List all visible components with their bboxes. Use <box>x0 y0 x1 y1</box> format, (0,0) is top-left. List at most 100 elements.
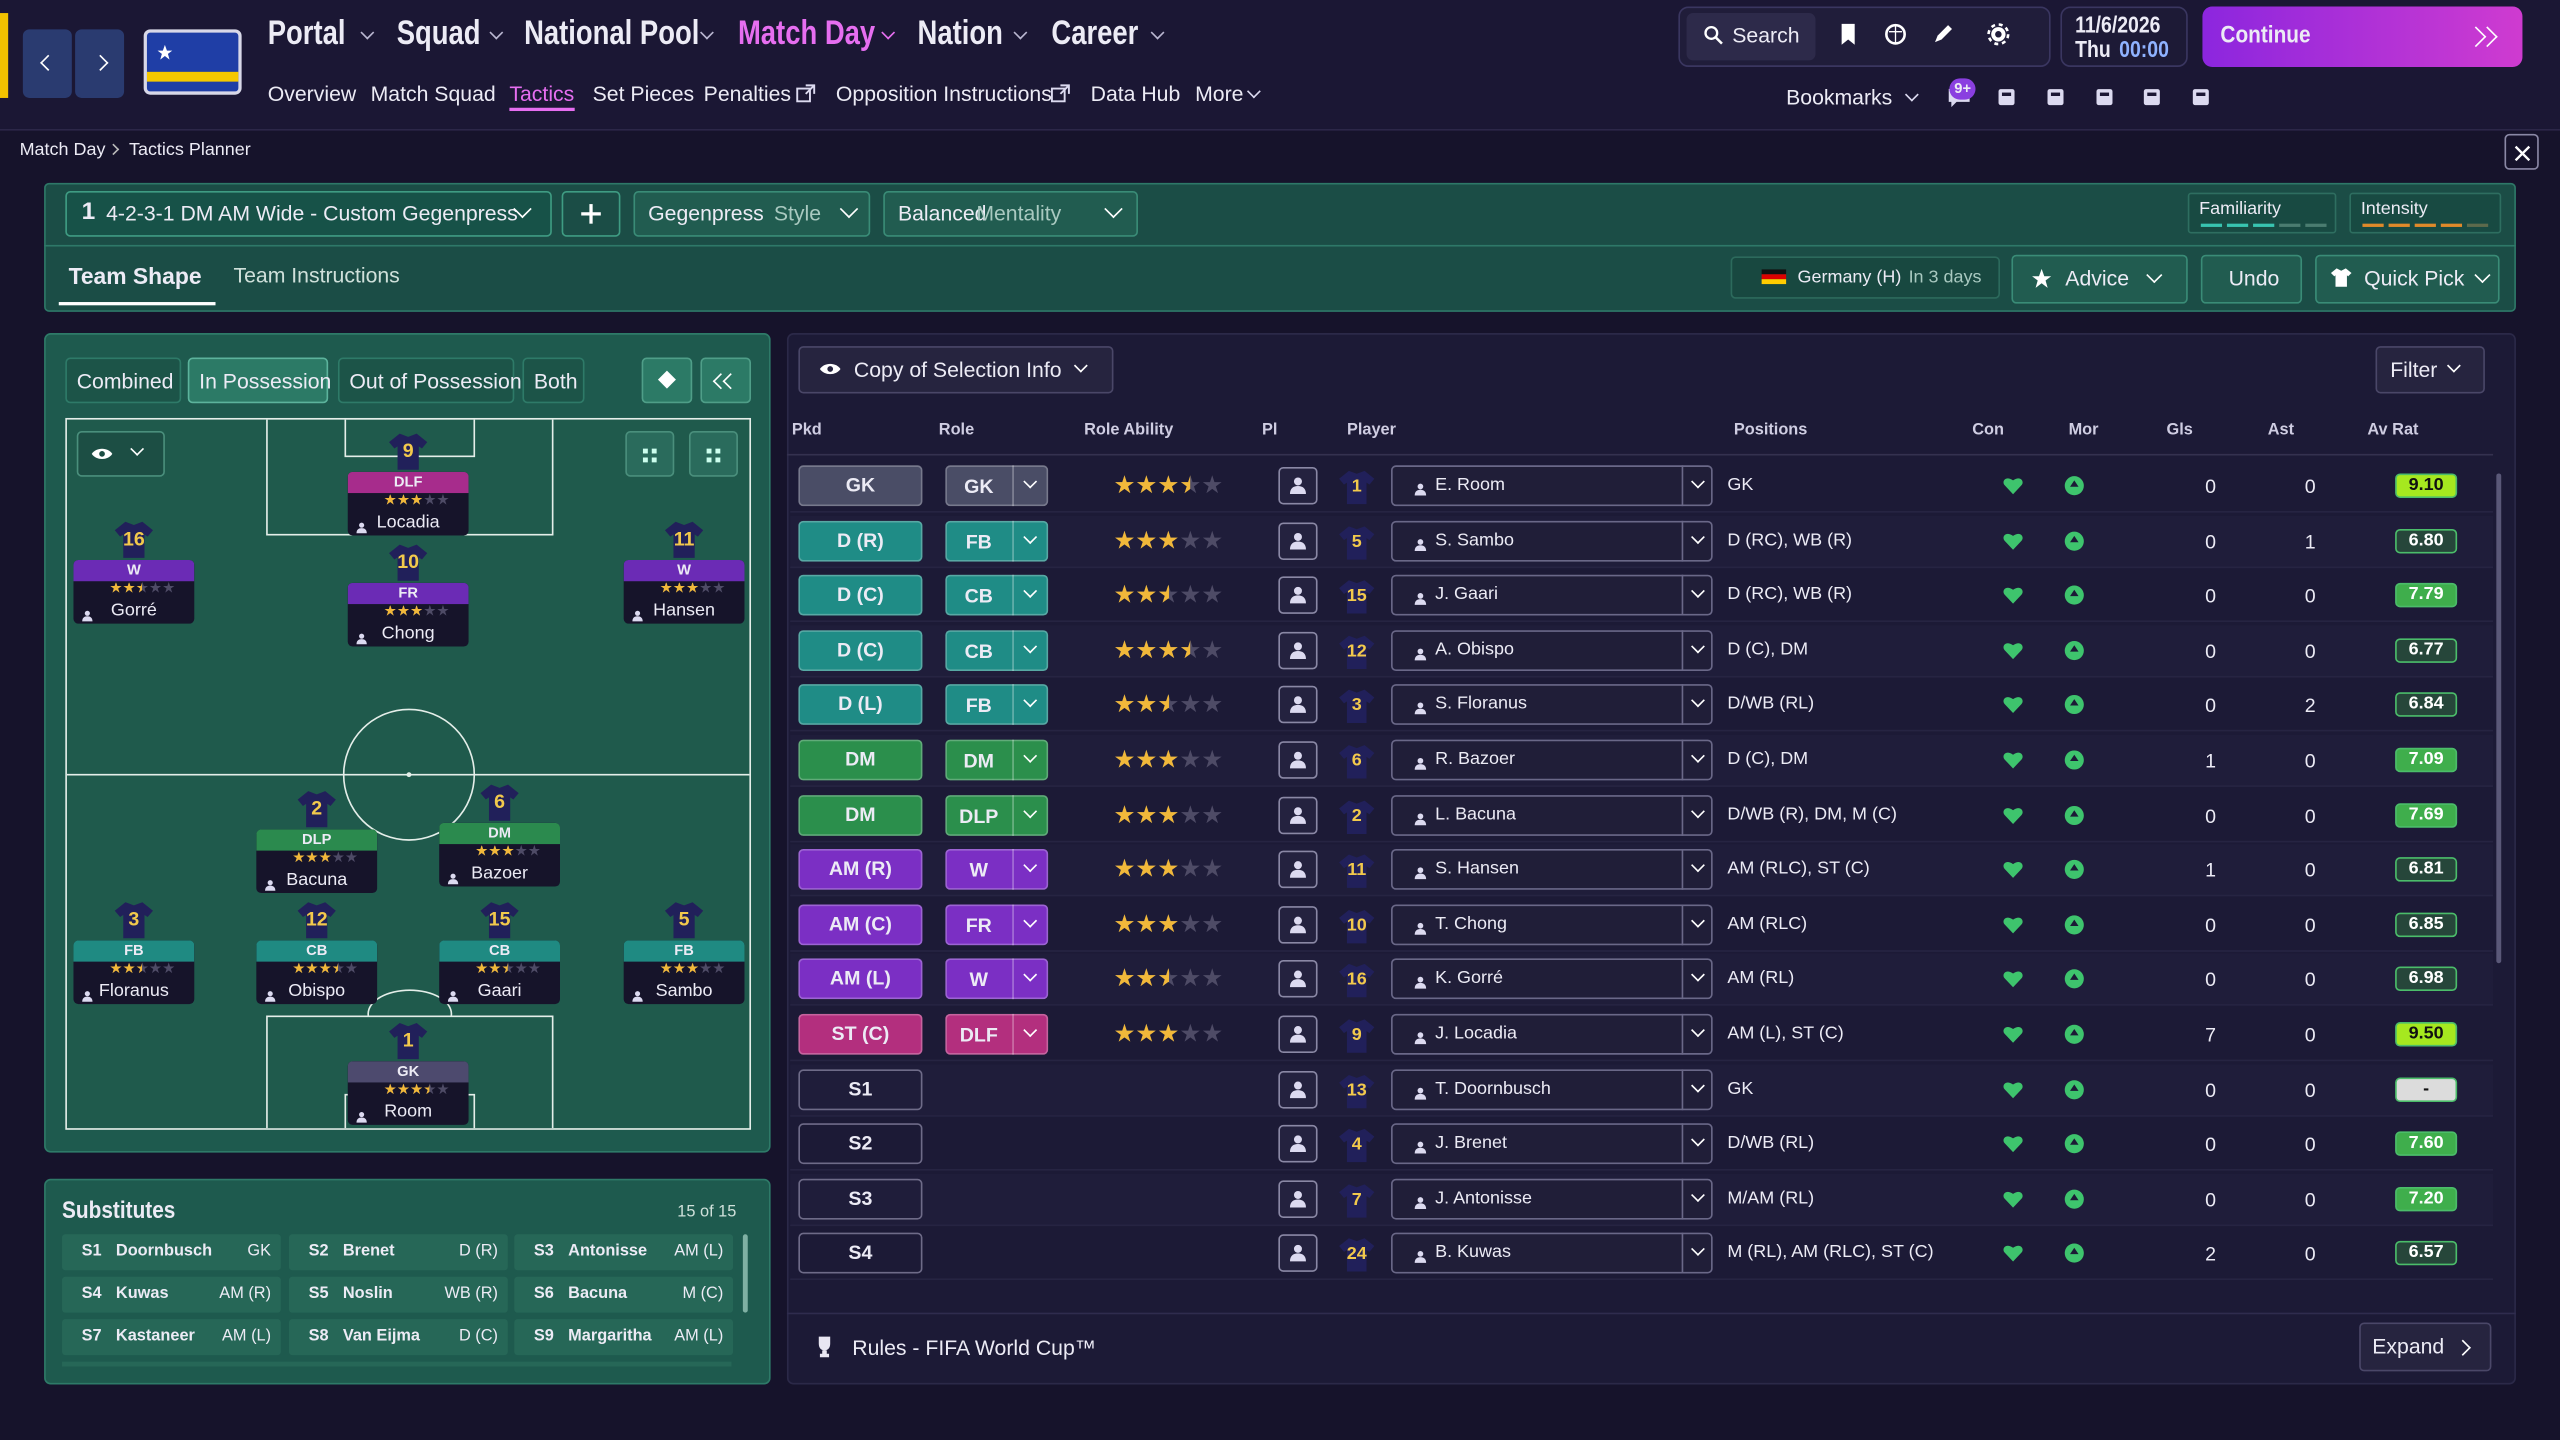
tab[interactable]: Team Shape <box>68 262 202 289</box>
sub-menu-item[interactable]: Tactics <box>509 81 575 107</box>
role-box[interactable] <box>945 629 1049 671</box>
picked-position[interactable]: S4 <box>798 1233 923 1275</box>
player-card[interactable]: W★★★★★★★★★★ Hansen <box>623 560 745 624</box>
player-card[interactable]: FR★★★★★★★★★★ Chong <box>347 582 469 647</box>
sub-menu-item[interactable]: Opposition Instructions <box>835 81 1052 107</box>
player-card[interactable]: GK★★★★★★★★★★ Room <box>347 1061 469 1125</box>
quick-icon[interactable] <box>2140 85 2163 109</box>
main-menu-item[interactable]: Squad <box>396 14 481 53</box>
tactic-dropdown[interactable] <box>65 191 552 237</box>
toolbar-icon[interactable] <box>1835 21 1861 47</box>
close-button[interactable] <box>2504 133 2539 170</box>
picked-position[interactable]: S1 <box>798 1068 923 1110</box>
role-box[interactable] <box>945 1013 1049 1055</box>
main-menu-item[interactable]: Match Day <box>737 14 876 53</box>
player-card[interactable]: CB★★★★★★★★★★ Gaari <box>439 940 560 1005</box>
substitute-item[interactable] <box>62 1319 281 1356</box>
filter-button[interactable] <box>2375 346 2485 394</box>
picked-position[interactable]: DM <box>798 794 923 836</box>
toolbar-icon[interactable] <box>1882 21 1908 47</box>
main-menu-item[interactable]: Portal <box>267 14 346 53</box>
substitute-item[interactable] <box>62 1276 281 1313</box>
rules-label[interactable]: Rules - FIFA World Cup™ <box>852 1335 1097 1360</box>
player-select[interactable] <box>1391 1233 1713 1275</box>
pitch-tool-button[interactable] <box>700 357 752 404</box>
instructions-button[interactable] <box>1278 1015 1318 1054</box>
instructions-button[interactable] <box>1278 905 1318 944</box>
player-select[interactable] <box>1391 465 1713 507</box>
picked-position[interactable]: AM (R) <box>798 849 923 891</box>
tactic-setting[interactable] <box>883 191 1138 237</box>
player-card[interactable]: CB★★★★★★★★★★ Obispo <box>256 940 378 1005</box>
instructions-button[interactable] <box>1278 741 1318 779</box>
role-box[interactable] <box>945 520 1049 561</box>
picked-position[interactable]: AM (C) <box>798 904 923 945</box>
player-card[interactable]: DM★★★★★★★★★★ Bazoer <box>439 822 560 887</box>
player-select[interactable] <box>1391 1123 1713 1165</box>
instructions-button[interactable] <box>1278 1070 1318 1108</box>
sub-menu-item[interactable]: Data Hub <box>1090 81 1181 107</box>
picked-position[interactable]: S3 <box>798 1178 923 1220</box>
player-card[interactable]: FB★★★★★★★★★★ Floranus <box>73 940 195 1005</box>
view-button[interactable] <box>522 357 585 404</box>
substitute-item[interactable] <box>288 1319 508 1356</box>
role-box[interactable] <box>945 959 1049 1000</box>
pitch-view-dropdown[interactable] <box>76 431 165 477</box>
bookmarks[interactable]: Bookmarks <box>1786 84 1893 110</box>
picked-position[interactable]: AM (L) <box>798 959 923 1000</box>
role-box[interactable] <box>945 575 1049 616</box>
toolbar-icon[interactable] <box>1930 21 1956 47</box>
role-box[interactable] <box>945 794 1049 836</box>
picked-position[interactable]: D (C) <box>798 629 923 671</box>
sub-menu-item[interactable]: Set Pieces <box>592 81 695 107</box>
sub-menu-item[interactable]: Overview <box>267 81 357 107</box>
instructions-button[interactable] <box>1278 466 1318 505</box>
breadcrumb-item[interactable]: Match Day <box>19 140 106 160</box>
player-select[interactable] <box>1391 849 1713 891</box>
back-button[interactable] <box>22 29 72 98</box>
player-select[interactable] <box>1391 575 1713 616</box>
continue-button[interactable] <box>2202 6 2523 67</box>
add-tactic-button[interactable] <box>561 191 621 237</box>
instructions-button[interactable] <box>1278 960 1318 999</box>
instructions-button[interactable] <box>1278 1180 1318 1218</box>
player-select[interactable] <box>1391 794 1713 836</box>
action-button[interactable] <box>2200 254 2303 304</box>
player-select[interactable] <box>1391 1068 1713 1110</box>
main-menu-item[interactable]: National Pool <box>524 14 700 53</box>
quick-icon[interactable] <box>2044 85 2067 109</box>
tactic-setting[interactable] <box>633 191 871 237</box>
instructions-button[interactable] <box>1278 1125 1318 1163</box>
quick-icon[interactable] <box>2093 85 2116 109</box>
picked-position[interactable]: DM <box>798 739 923 781</box>
player-card[interactable]: FB★★★★★★★★★★ Sambo <box>623 940 745 1005</box>
picked-position[interactable]: D (R) <box>798 520 923 561</box>
player-select[interactable] <box>1391 629 1713 671</box>
picked-position[interactable]: GK <box>798 465 923 507</box>
player-card[interactable]: DLP★★★★★★★★★★ Bacuna <box>256 829 378 894</box>
player-select[interactable] <box>1391 739 1713 781</box>
view-button[interactable] <box>337 357 515 404</box>
player-select[interactable] <box>1391 1178 1713 1220</box>
role-box[interactable] <box>945 465 1049 507</box>
player-select[interactable] <box>1391 684 1713 726</box>
instructions-button[interactable] <box>1278 1234 1318 1273</box>
player-select[interactable] <box>1391 1013 1713 1055</box>
player-select[interactable] <box>1391 520 1713 561</box>
sub-menu-item[interactable]: More <box>1195 81 1244 107</box>
substitute-item[interactable] <box>288 1234 508 1271</box>
substitute-item[interactable] <box>62 1234 281 1271</box>
substitute-item[interactable] <box>514 1276 734 1313</box>
instructions-button[interactable] <box>1278 576 1318 615</box>
tab[interactable]: Team Instructions <box>233 262 400 288</box>
view-button[interactable] <box>187 357 329 404</box>
quick-icon[interactable] <box>2189 85 2212 109</box>
pitch-control[interactable] <box>688 431 738 477</box>
instructions-button[interactable] <box>1278 796 1318 834</box>
main-menu-item[interactable]: Nation <box>917 14 1003 53</box>
instructions-button[interactable] <box>1278 686 1318 724</box>
sub-menu-item[interactable]: Match Squad <box>370 81 496 107</box>
sub-menu-item[interactable]: Penalties <box>703 81 791 107</box>
quick-icon[interactable] <box>1995 85 2018 109</box>
instructions-button[interactable] <box>1278 521 1318 560</box>
